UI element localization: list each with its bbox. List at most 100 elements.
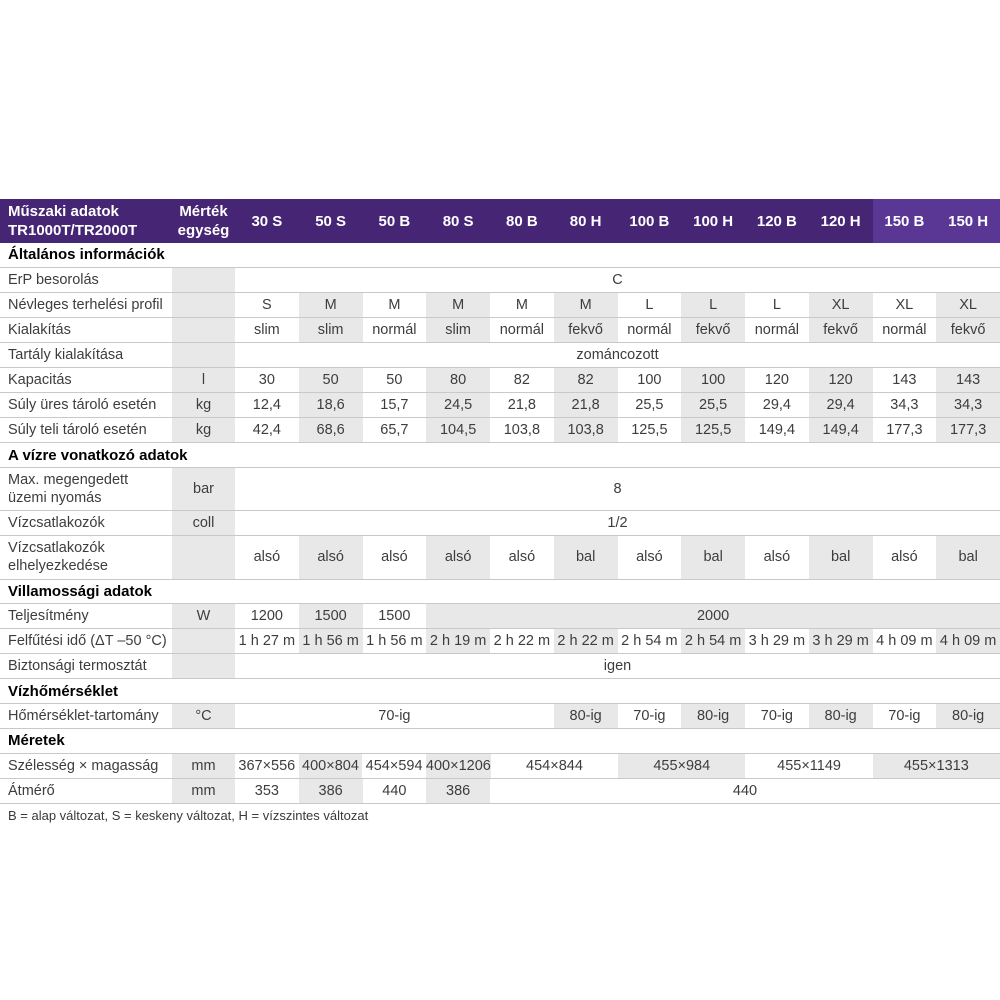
value-cell: S xyxy=(262,296,272,313)
table-row: Max. megengedett üzemi nyomás bar 8 xyxy=(0,467,1000,512)
unit-cell: mm xyxy=(172,753,235,778)
value-cell: 80 xyxy=(426,368,490,393)
table-row: Kialakítás slim slim normál slim normál fekvő n… xyxy=(0,317,1000,343)
value-cell: 455×1149 xyxy=(777,757,841,774)
spec-table: Műszaki adatok TR1000T/TR2000T Mérték eg… xyxy=(0,199,1000,823)
value-cell: 177,3 xyxy=(886,422,923,439)
value-cell: zománcozott xyxy=(576,346,659,363)
value-cell: alsó xyxy=(298,536,363,579)
row-label: Biztonsági termosztát xyxy=(8,658,147,675)
table-row: Súly üres tároló esetén kg 12,4 18,6 15,7 24,… xyxy=(0,393,1000,419)
unit-cell: coll xyxy=(172,511,235,536)
row-label: Névleges terhelési profil xyxy=(8,296,163,313)
value-cell: 1500 xyxy=(298,604,363,629)
row-label: Tartály kialakítása xyxy=(8,346,124,363)
value-cell: 34,3 xyxy=(890,397,919,414)
value-cell: XL xyxy=(808,292,873,317)
value-cell: 2000 xyxy=(426,604,1000,629)
value-cell: 149,4 xyxy=(758,422,796,439)
unit-cell: bar xyxy=(172,467,235,511)
value-cell: 65,7 xyxy=(380,422,409,439)
product-column-header: 150 B xyxy=(872,199,937,243)
value-cell: alsó xyxy=(636,549,663,566)
value-cell: alsó xyxy=(253,549,281,566)
value-cell: 455×1313 xyxy=(872,753,1000,778)
value-cell: 24,5 xyxy=(426,393,490,418)
table-row: Teljesítmény W 1200 1500 1500 2000 xyxy=(0,604,1000,630)
value-cell: 367×556 xyxy=(238,757,296,774)
value-cell: 1 h 27 m xyxy=(238,633,296,650)
product-column-header: 100 H xyxy=(693,212,734,230)
unit-cell: l xyxy=(172,368,235,393)
section-row: Általános információk xyxy=(0,243,1000,268)
table-row: Névleges terhelési profil S M M M M M L L L XL XL XL xyxy=(0,292,1000,318)
table-row: Átmérő mm 353 386 440 386 440 xyxy=(0,778,1000,804)
row-label: Szélesség × magasság xyxy=(8,757,159,774)
value-cell: 70-ig xyxy=(378,707,411,724)
unit-column-header: Mérték egység xyxy=(177,202,230,240)
row-label: Átmérő xyxy=(8,782,55,799)
product-column-header: 120 H xyxy=(820,212,861,230)
section-row: Vízhőmérséklet xyxy=(0,679,1000,704)
value-cell: 34,3 xyxy=(936,393,1000,418)
value-cell: 353 xyxy=(254,782,279,799)
row-label: Felfűtési idő (ΔT –50 °C) xyxy=(8,633,167,650)
value-cell: normál xyxy=(499,321,545,338)
value-cell: alsó xyxy=(763,549,791,566)
value-cell: 120 xyxy=(764,372,789,389)
value-cell: 12,4 xyxy=(252,397,281,414)
value-cell: 1/2 xyxy=(607,515,628,532)
value-cell: 82 xyxy=(553,368,618,393)
value-cell: M xyxy=(426,292,490,317)
value-cell: alsó xyxy=(508,549,536,566)
value-cell: 42,4 xyxy=(252,422,281,439)
row-label: ErP besorolás xyxy=(8,271,99,288)
value-cell: 3 h 29 m xyxy=(808,629,873,654)
value-cell: normál xyxy=(372,321,417,338)
value-cell: 1500 xyxy=(378,608,411,625)
product-column-header: 150 H xyxy=(936,199,1000,243)
value-cell: 177,3 xyxy=(936,418,1000,443)
section-title: Általános információk xyxy=(8,246,165,264)
product-column-header: 50 B xyxy=(378,212,411,230)
table-row: Hőmérséklet-tartomány °C 70-ig 80-ig 70-ig 80… xyxy=(0,703,1000,729)
value-cell: L xyxy=(772,296,781,313)
value-cell: 80-ig xyxy=(808,703,873,728)
value-cell: 3 h 29 m xyxy=(748,633,806,650)
value-cell: M xyxy=(553,292,618,317)
value-cell: alsó xyxy=(381,549,408,566)
table-body: Általános információk ErP besorolás C Névle… xyxy=(0,243,1000,804)
table-row: Súly teli tároló esetén kg 42,4 68,6 65,7 104… xyxy=(0,418,1000,444)
section-title: Villamossági adatok xyxy=(8,582,152,600)
value-cell: 25,5 xyxy=(635,397,664,414)
row-label: Vízcsatlakozók elhelyezkedése xyxy=(8,540,108,575)
value-cell: 386 xyxy=(426,778,490,803)
value-cell: 70-ig xyxy=(888,707,921,724)
value-cell: 454×844 xyxy=(526,757,583,774)
value-cell: 70-ig xyxy=(760,707,793,724)
value-cell: XL xyxy=(936,292,1000,317)
section-row: Méretek xyxy=(0,729,1000,754)
value-cell: 120 xyxy=(808,368,873,393)
value-cell: 4 h 09 m xyxy=(876,633,933,650)
value-cell: 440 xyxy=(382,782,407,799)
value-cell: L xyxy=(645,296,654,313)
unit-cell xyxy=(172,267,235,292)
value-cell: 143 xyxy=(936,368,1000,393)
row-label: Teljesítmény xyxy=(8,608,89,624)
value-cell: 8 xyxy=(613,481,622,497)
table-row: Tartály kialakítása zománcozott xyxy=(0,342,1000,368)
value-cell: slim xyxy=(298,317,363,342)
value-cell: 455×984 xyxy=(618,753,746,778)
value-cell: 2 h 54 m xyxy=(621,633,678,650)
unit-cell xyxy=(172,292,235,317)
value-cell: bal xyxy=(936,536,1000,579)
value-cell: C xyxy=(612,271,623,288)
footnote: B = alap változat, S = keskeny változat,… xyxy=(8,807,369,823)
value-cell: 125,5 xyxy=(631,422,668,439)
value-cell: normál xyxy=(627,321,672,338)
value-cell: 25,5 xyxy=(681,393,745,418)
unit-cell: kg xyxy=(172,418,235,443)
value-cell: 386 xyxy=(298,778,363,803)
